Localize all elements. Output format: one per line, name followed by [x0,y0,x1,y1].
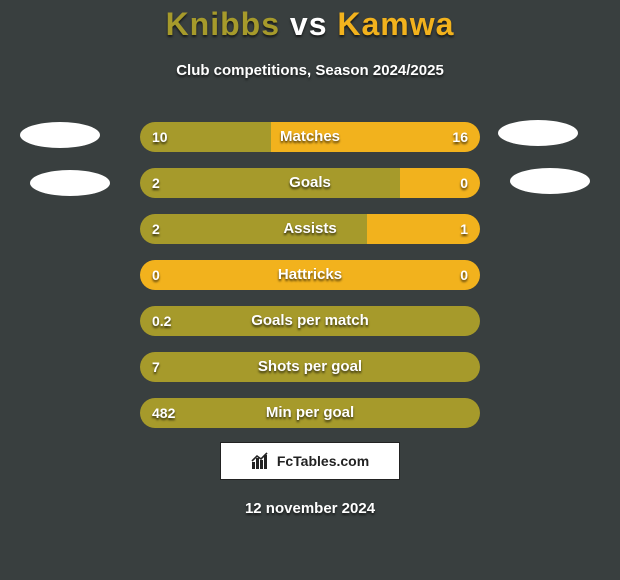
stat-label: Shots per goal [140,352,480,382]
date: 12 november 2024 [0,500,620,517]
stat-row: 7Shots per goal [140,352,480,382]
stat-row: 21Assists [140,214,480,244]
player2-name: Kamwa [337,6,454,42]
stat-row: 0.2Goals per match [140,306,480,336]
stat-label: Assists [140,214,480,244]
branding-box: FcTables.com [220,442,400,480]
subtitle: Club competitions, Season 2024/2025 [0,62,620,79]
stat-bars: 1016Matches 20Goals 21Assists 00Hattricks 0.… [140,122,480,444]
stat-label: Goals per match [140,306,480,336]
stat-row: 00Hattricks [140,260,480,290]
title: Knibbs vs Kamwa [0,6,620,43]
player1-name: Knibbs [166,6,280,42]
stat-row: 1016Matches [140,122,480,152]
stat-row: 482Min per goal [140,398,480,428]
stat-label: Min per goal [140,398,480,428]
stat-label: Goals [140,168,480,198]
branding-icon [251,452,271,470]
stat-label: Hattricks [140,260,480,290]
branding-label: FcTables.com [277,453,369,469]
stat-row: 20Goals [140,168,480,198]
stat-label: Matches [140,122,480,152]
vs-text: vs [290,6,328,42]
